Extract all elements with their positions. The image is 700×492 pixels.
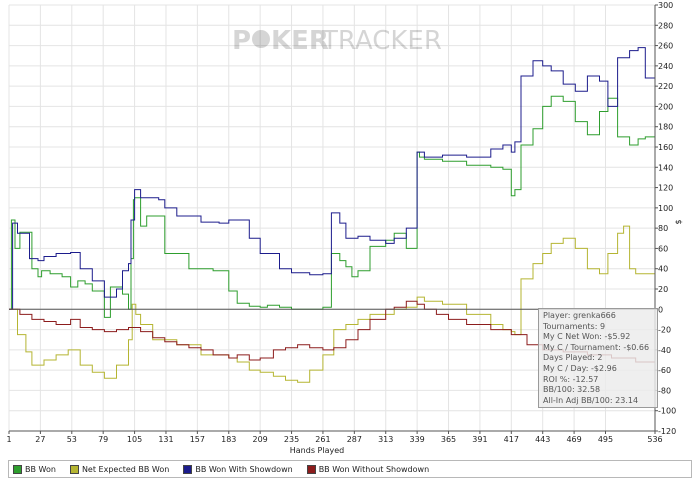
y-tick-label: 140 — [658, 163, 673, 172]
y-tick-label: 0 — [658, 305, 663, 314]
tooltip-tournaments: Tournaments: 9 — [543, 321, 606, 331]
legend-label: BB Won — [25, 464, 56, 474]
y-tick-label: 60 — [658, 244, 668, 253]
x-tick-label: 105 — [127, 435, 142, 444]
legend-swatch-bb-won — [13, 464, 22, 474]
x-tick-label: 391 — [472, 435, 487, 444]
legend-item-without-showdown[interactable]: BB Won Without Showdown — [306, 464, 430, 474]
y-axis-label: $ — [674, 219, 683, 224]
x-tick-label: 131 — [158, 435, 173, 444]
stats-tooltip: Player: grenka666 Tournaments: 9 My C Ne… — [538, 308, 658, 408]
x-tick-label: 469 — [566, 435, 581, 444]
y-tick-label: 120 — [658, 184, 673, 193]
y-tick-label: 220 — [658, 82, 673, 91]
x-tick-label: 287 — [347, 435, 362, 444]
y-axis-ticks: -120 -100 -80 -60 -40 -20 0 20 40 60 80 100 120 140 16… — [655, 1, 676, 436]
x-tick-label: 313 — [378, 435, 393, 444]
legend-label: Net Expected BB Won — [81, 464, 170, 474]
legend-label: BB Won With Showdown — [195, 464, 293, 474]
x-tick-label: 183 — [221, 435, 236, 444]
watermark-p: P — [232, 26, 251, 56]
y-tick-label: 260 — [658, 42, 673, 51]
series-line-0 — [9, 95, 656, 318]
legend-swatch-without-showdown — [306, 464, 316, 474]
y-tick-label: 180 — [658, 123, 673, 132]
x-tick-label: 339 — [409, 435, 424, 444]
watermark-tracker: TRACKER — [321, 26, 442, 56]
tooltip-days-played: Days Played: 2 — [543, 353, 603, 363]
y-tick-label: 240 — [658, 62, 673, 71]
legend-item-with-showdown[interactable]: BB Won With Showdown — [183, 464, 293, 474]
x-tick-label: 79 — [98, 435, 108, 444]
series-line-2 — [9, 47, 656, 310]
legend-item-net-expected[interactable]: Net Expected BB Won — [69, 464, 170, 474]
x-tick-label: 53 — [67, 435, 77, 444]
y-tick-label: 200 — [658, 102, 673, 111]
legend-swatch-net-expected — [69, 464, 79, 474]
series-line-1 — [9, 225, 656, 383]
x-tick-label: 235 — [284, 435, 299, 444]
x-axis-ticks: 1 27 53 79 105 131 157 183 209 235 261 287 313 339 365… — [6, 431, 663, 444]
x-tick-label: 1 — [6, 435, 11, 444]
x-tick-label: 365 — [441, 435, 456, 444]
y-tick-label: 80 — [658, 224, 668, 233]
y-tick-label: 300 — [658, 1, 673, 10]
y-tick-label: -40 — [658, 346, 671, 355]
tooltip-bb100: BB/100: 32.58 — [543, 385, 601, 395]
tooltip-per-day: My C / Day: -$2.96 — [543, 363, 617, 373]
y-tick-label: -120 — [658, 427, 676, 436]
tooltip-per-tournament: My C / Tournament: -$0.66 — [543, 342, 650, 352]
x-tick-label: 27 — [35, 435, 45, 444]
legend-item-bb-won[interactable]: BB Won — [13, 464, 56, 474]
chart-legend: BB Won Net Expected BB Won BB Won With S… — [8, 460, 692, 478]
tooltip-roi: ROI %: -12.57 — [543, 374, 599, 384]
y-tick-label: 40 — [658, 265, 668, 274]
y-tick-label: -60 — [658, 366, 671, 375]
x-tick-label: 495 — [598, 435, 613, 444]
x-tick-label: 443 — [535, 435, 550, 444]
x-tick-label: 261 — [315, 435, 330, 444]
pokertracker-watermark: P KER TRACKER — [232, 26, 442, 56]
legend-swatch-with-showdown — [183, 464, 193, 474]
x-tick-label: 417 — [504, 435, 519, 444]
x-tick-label: 209 — [253, 435, 268, 444]
y-tick-label: -80 — [658, 386, 671, 395]
y-tick-label: -100 — [658, 407, 676, 416]
y-tick-label: 160 — [658, 143, 673, 152]
series-line-3 — [9, 300, 656, 366]
watermark-ker: KER — [271, 26, 329, 56]
legend-label: BB Won Without Showdown — [318, 464, 430, 474]
watermark-spade-icon — [252, 30, 270, 48]
y-tick-label: 100 — [658, 204, 673, 213]
series-lines — [9, 47, 656, 383]
y-tick-label: -20 — [658, 326, 671, 335]
tooltip-player: Player: grenka666 — [543, 311, 616, 320]
tooltip-net-won: My C Net Won: -$5.92 — [543, 332, 631, 342]
x-tick-label: 536 — [647, 435, 662, 444]
y-tick-label: 20 — [658, 285, 668, 294]
y-tick-label: 280 — [658, 21, 673, 30]
x-tick-label: 157 — [190, 435, 205, 444]
x-axis-label: Hands Played — [290, 446, 344, 455]
tooltip-allin-bb100: All-In Adj BB/100: 23.14 — [543, 395, 639, 405]
